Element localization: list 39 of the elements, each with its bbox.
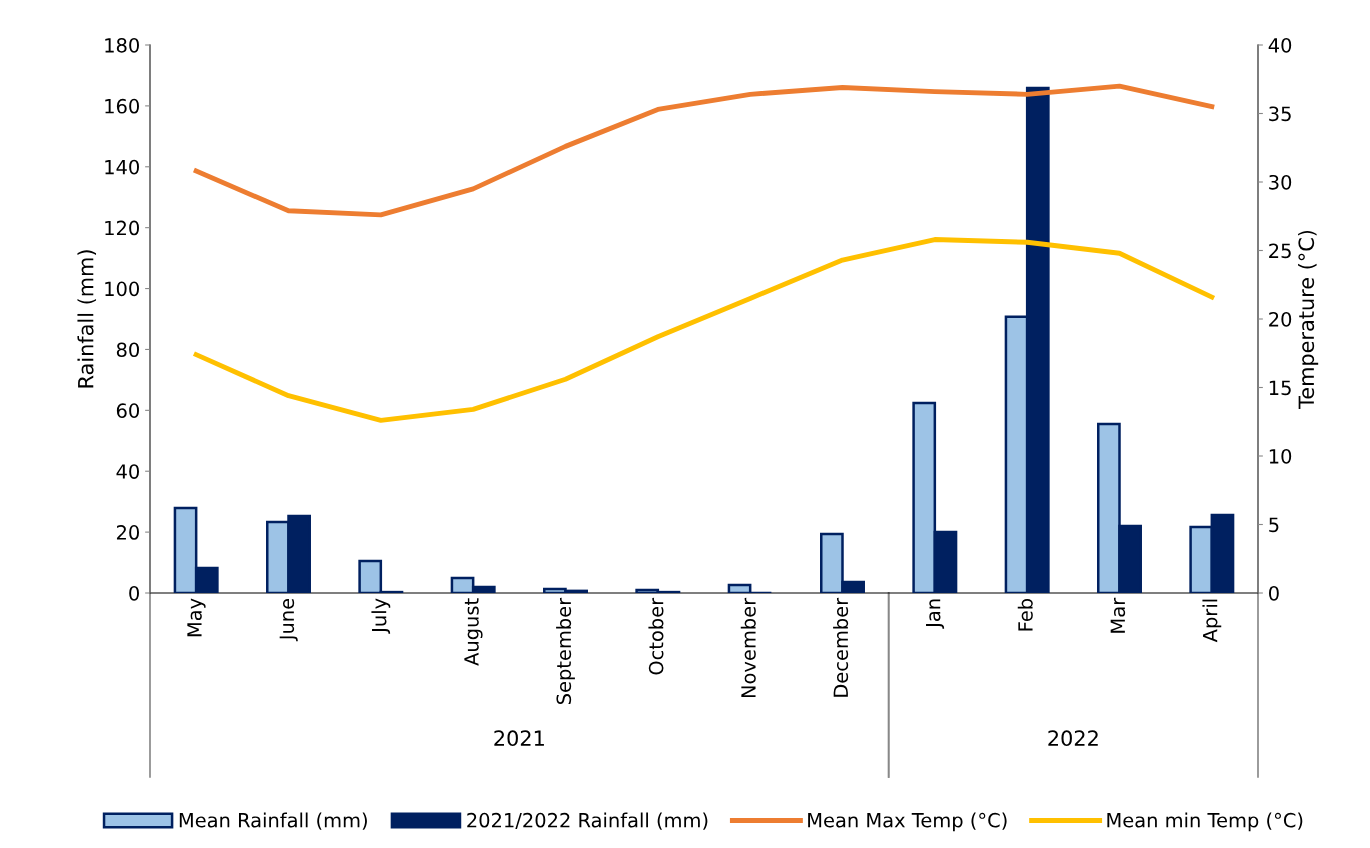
x-tick-label: May <box>187 598 206 637</box>
legend-label: 2021/2022 Rainfall (mm) <box>467 812 708 830</box>
legend-label: Mean Rainfall (mm) <box>179 812 367 830</box>
x-tick-label: December <box>833 597 849 697</box>
x-tick-label: November <box>740 597 756 698</box>
x-tick-label: October <box>648 597 664 675</box>
y2-tick-label: 40 <box>1268 37 1292 53</box>
x-tick-label: Jan <box>926 599 945 629</box>
legend-label: Mean Max Temp (°C) <box>808 812 1007 832</box>
y-tick-label: 140 <box>105 159 139 175</box>
y2-tick-label: 30 <box>1269 174 1292 190</box>
x-tick-label: July <box>371 598 391 634</box>
legend-label: Mean min Temp (°C) <box>1107 812 1303 832</box>
y2-tick-label: 0 <box>1269 585 1279 601</box>
y2-tick-label: 35 <box>1269 106 1291 122</box>
x-tick-label: Mar <box>1110 597 1126 633</box>
y2-tick-label: 20 <box>1269 311 1292 327</box>
y2-tick-label: 5 <box>1269 517 1279 533</box>
y-tick-label: 0 <box>129 585 139 601</box>
y2-axis-title: Temperature (°C) <box>1298 230 1319 409</box>
x-tick-label: April <box>1202 599 1222 643</box>
x-tick-label: August <box>464 598 483 666</box>
x-tick-label: June <box>279 598 298 642</box>
y2-tick-label: 25 <box>1269 243 1291 259</box>
y-tick-label: 120 <box>105 220 139 236</box>
y-tick-label: 160 <box>105 98 139 114</box>
y-tick-label: 60 <box>116 403 139 418</box>
y2-tick-label: 10 <box>1269 448 1292 464</box>
y-tick-label: 100 <box>105 281 139 297</box>
x-tick-label: Feb <box>1017 598 1033 631</box>
y-axis-title: Rainfall (mm) <box>77 250 97 388</box>
text: 2022 <box>1048 730 1098 747</box>
x-tick-label: September <box>556 597 575 705</box>
y-tick-label: 20 <box>116 525 139 540</box>
text: 2021 <box>494 730 544 747</box>
y-tick-label: 180 <box>105 37 139 53</box>
y2-tick-label: 15 <box>1269 380 1291 396</box>
y-tick-label: 40 <box>116 464 139 479</box>
y-tick-label: 80 <box>116 342 139 358</box>
